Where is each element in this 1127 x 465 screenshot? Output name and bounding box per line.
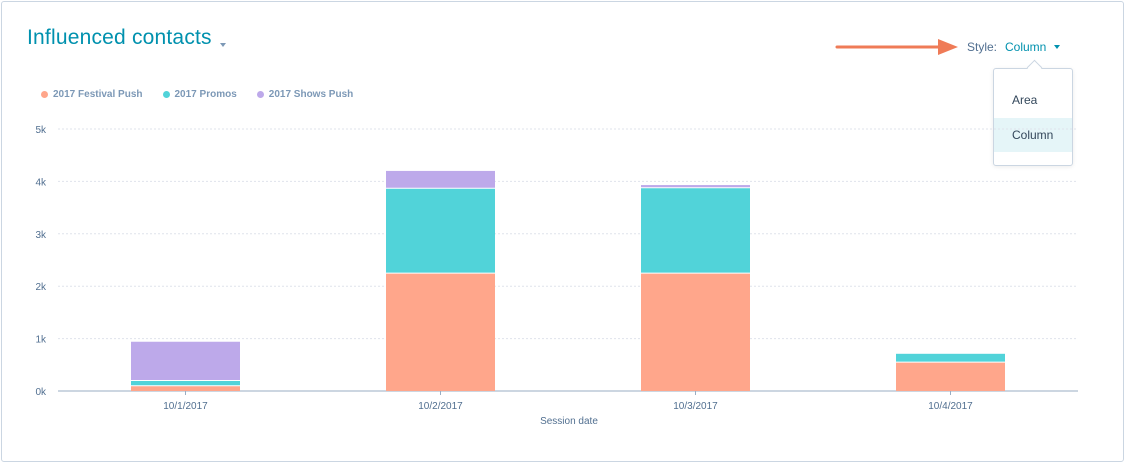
dropdown-option-column[interactable]: Column bbox=[994, 118, 1072, 152]
bar-promos[interactable] bbox=[896, 353, 1005, 363]
bar-festival-push[interactable] bbox=[131, 385, 240, 391]
legend-label: 2017 Shows Push bbox=[268, 89, 354, 100]
legend-dot-icon bbox=[162, 91, 170, 98]
x-tick-label: 10/2/2017 bbox=[418, 401, 463, 412]
x-tick-label: 10/1/2017 bbox=[163, 401, 208, 412]
legend-label: 2017 Festival Push bbox=[53, 89, 143, 100]
bar-shows-push[interactable] bbox=[641, 185, 750, 188]
chart-legend: 2017 Festival Push 2017 Promos 2017 Show… bbox=[41, 89, 373, 100]
y-tick-label: 3k bbox=[35, 230, 47, 241]
title-chevron-down-icon[interactable] bbox=[220, 43, 226, 47]
x-axis-title: Session date bbox=[540, 416, 598, 427]
style-chevron-down-icon[interactable] bbox=[1054, 45, 1060, 49]
bar-shows-push[interactable] bbox=[386, 170, 495, 189]
x-tick-label: 10/4/2017 bbox=[928, 401, 973, 412]
legend-dot-icon bbox=[41, 91, 48, 98]
legend-item-shows-push[interactable]: 2017 Shows Push bbox=[256, 89, 354, 100]
y-tick-label: 1k bbox=[35, 335, 47, 346]
bar-festival-push[interactable] bbox=[896, 362, 1005, 391]
style-dropdown-menu: Area Column bbox=[993, 68, 1073, 166]
legend-item-promos[interactable]: 2017 Promos bbox=[162, 89, 237, 100]
y-tick-label: 4k bbox=[35, 177, 47, 188]
bar-promos[interactable] bbox=[641, 187, 750, 274]
y-tick-label: 5k bbox=[35, 125, 47, 136]
style-select[interactable]: Column bbox=[1005, 40, 1047, 54]
y-tick-label: 0k bbox=[35, 387, 47, 398]
bar-promos[interactable] bbox=[386, 188, 495, 274]
bar-promos[interactable] bbox=[131, 380, 240, 386]
legend-label: 2017 Promos bbox=[174, 89, 237, 100]
bar-festival-push[interactable] bbox=[641, 273, 750, 391]
legend-dot-icon bbox=[256, 91, 264, 98]
bar-shows-push[interactable] bbox=[131, 341, 240, 381]
style-label: Style: bbox=[967, 40, 998, 54]
x-tick-label: 10/3/2017 bbox=[673, 401, 718, 412]
dropdown-option-area[interactable]: Area bbox=[1012, 93, 1038, 107]
bar-festival-push[interactable] bbox=[386, 273, 495, 391]
legend-item-festival-push[interactable]: 2017 Festival Push bbox=[41, 89, 143, 100]
y-tick-label: 2k bbox=[35, 282, 47, 293]
arrow-annotation-icon bbox=[835, 39, 958, 55]
report-title[interactable]: Influenced contacts bbox=[27, 26, 212, 49]
